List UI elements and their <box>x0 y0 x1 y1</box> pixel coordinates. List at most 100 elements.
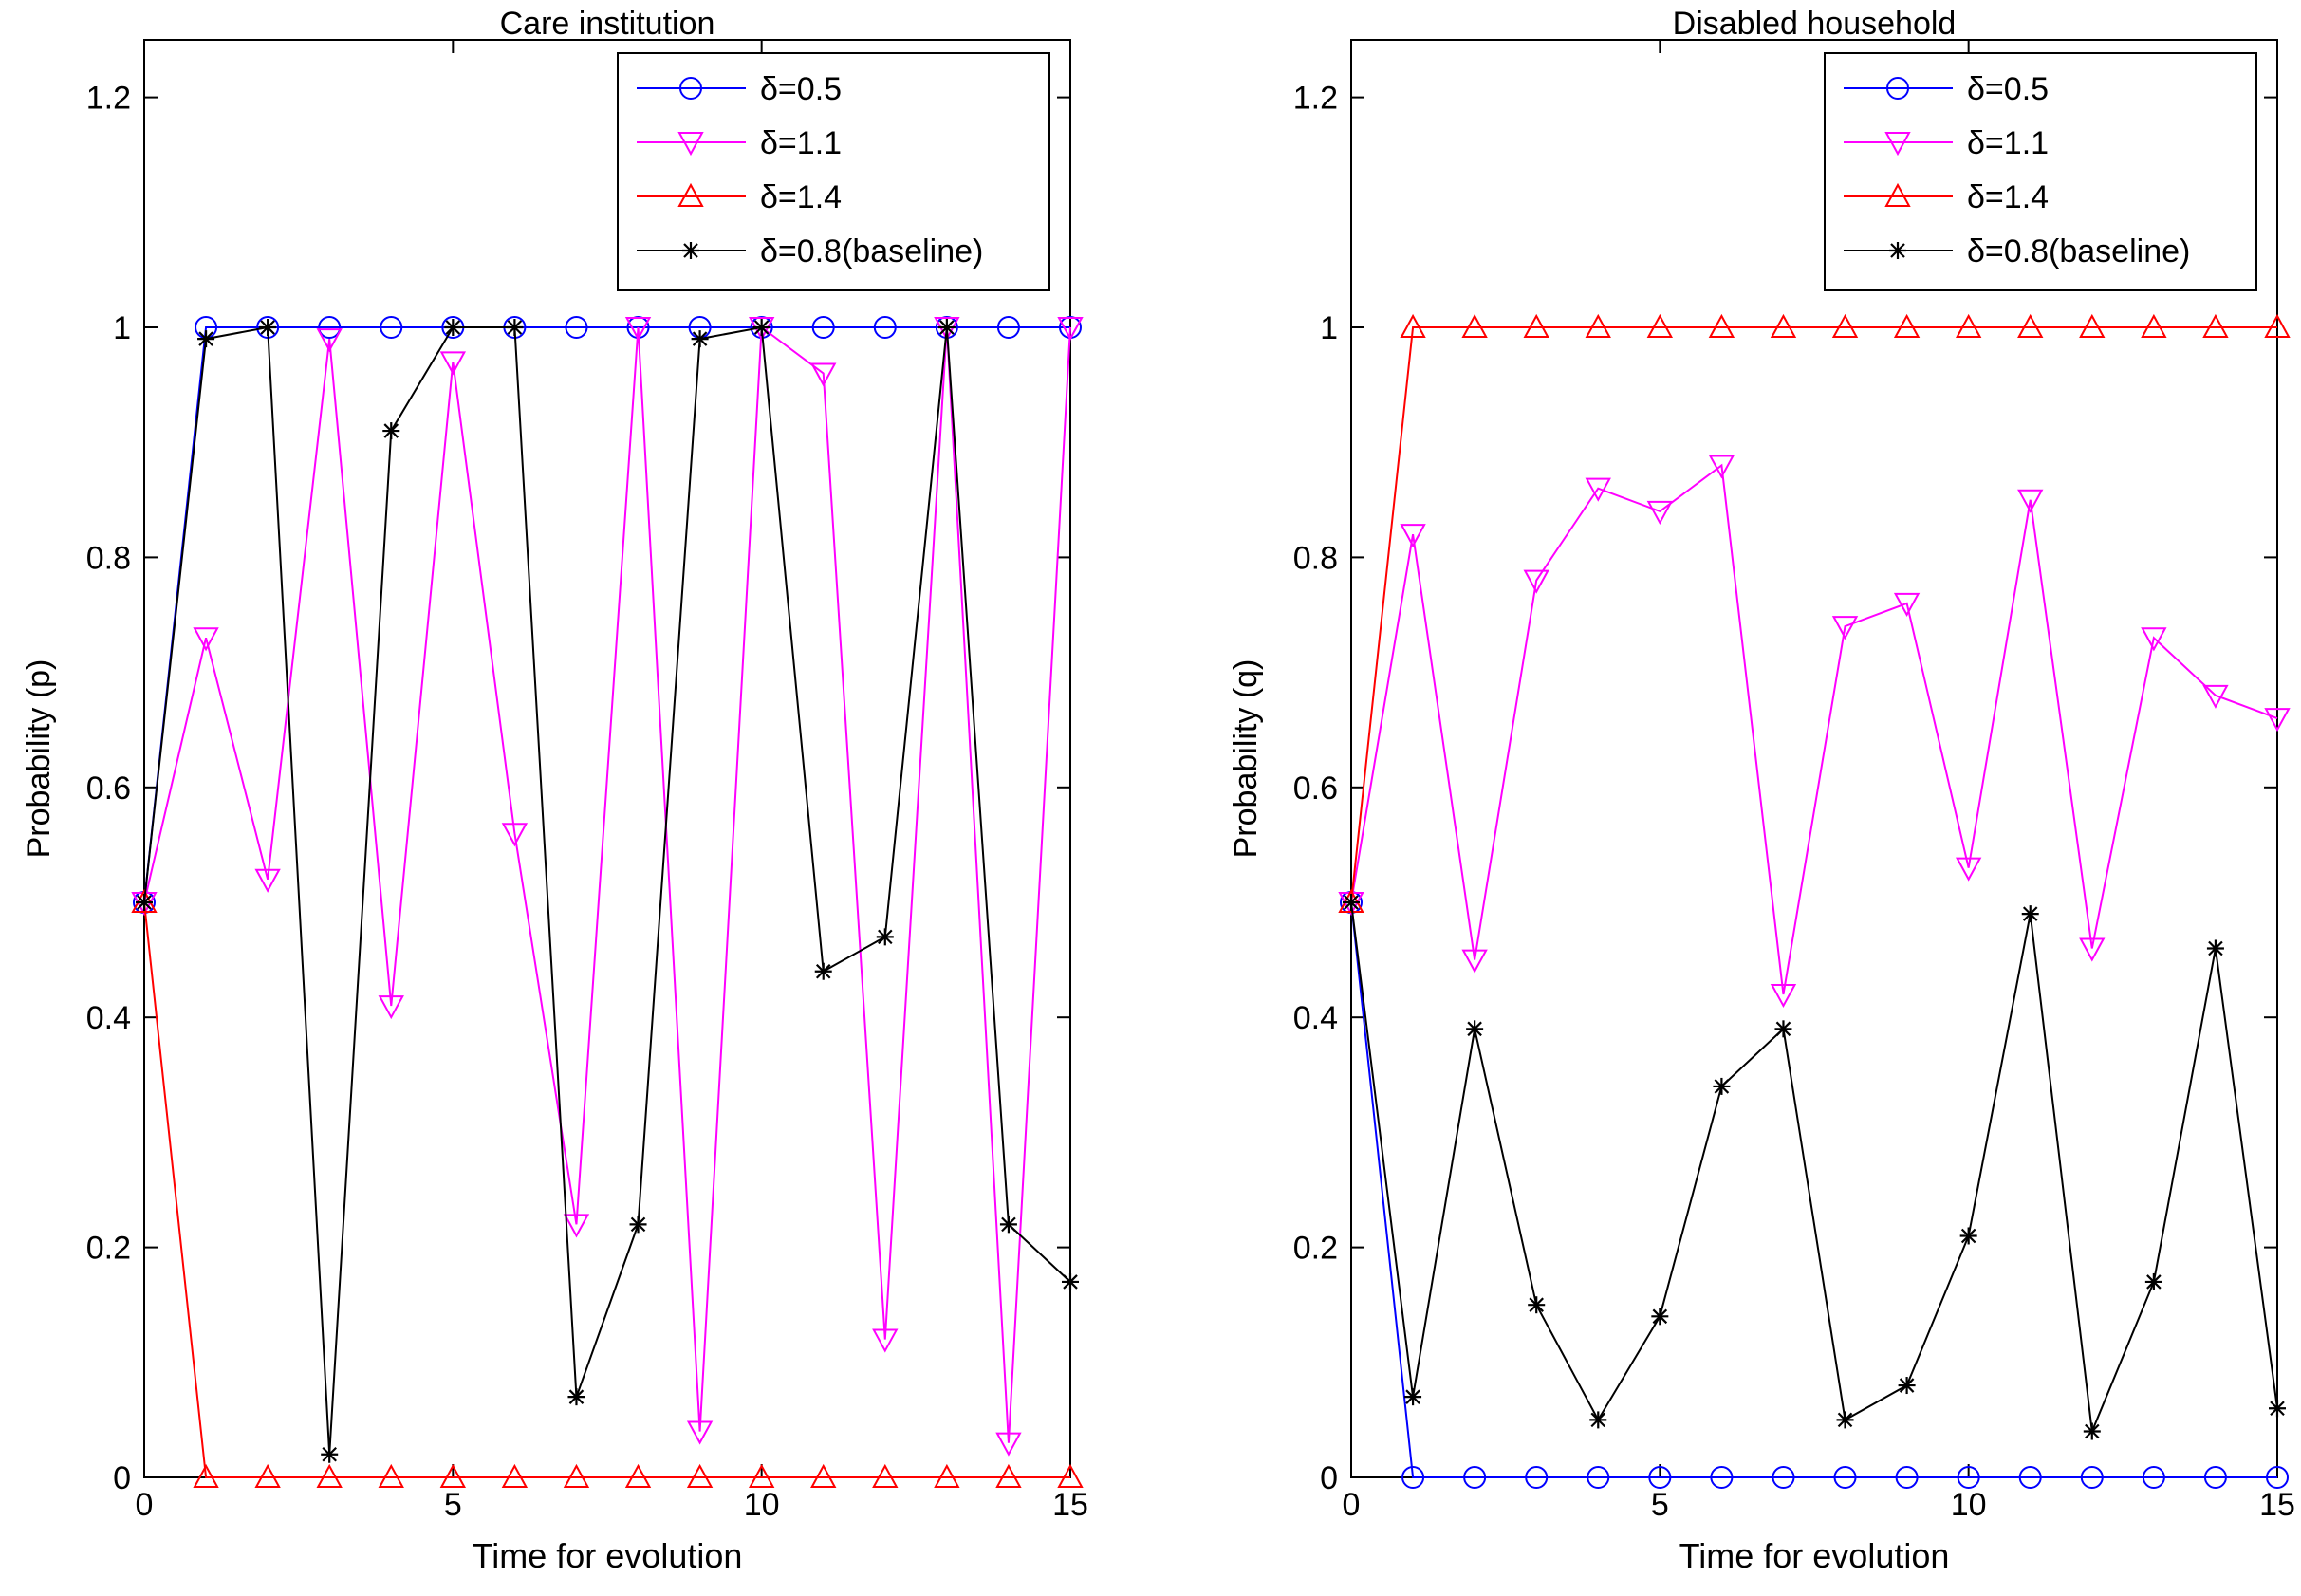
data-point-stroke <box>1899 1378 1915 1393</box>
data-point-stroke <box>1344 895 1359 910</box>
data-point <box>2079 937 2106 962</box>
data-point <box>872 1463 899 1488</box>
data-point <box>624 317 652 342</box>
data-point <box>136 894 153 911</box>
data-point-stroke <box>878 929 893 945</box>
data-point-stroke <box>1775 1021 1791 1037</box>
data-point-stroke <box>1652 1308 1668 1325</box>
series-3 <box>1338 313 2291 913</box>
data-point <box>506 319 524 336</box>
legend-label: δ=0.8(baseline) <box>760 233 983 269</box>
data-point <box>1895 1466 1919 1489</box>
legend-marker-stroke <box>683 243 698 258</box>
data-point <box>1523 569 1549 594</box>
data-point <box>380 316 403 339</box>
data-point-stroke <box>1960 1228 1976 1244</box>
data-point <box>1466 1020 1484 1038</box>
legend-item-1: δ=0.5 <box>637 71 842 107</box>
data-point <box>563 1214 590 1238</box>
data-point <box>2266 1466 2289 1489</box>
legend-marker <box>682 242 699 259</box>
y-tick-label: 0.6 <box>1293 770 1338 807</box>
data-point <box>691 330 709 348</box>
data-point <box>629 1216 647 1234</box>
legend-marker <box>677 182 704 207</box>
x-axis-label: Time for evolution <box>1679 1536 1950 1575</box>
data-point <box>686 1463 714 1488</box>
legend-item-3: δ=1.4 <box>637 179 842 215</box>
data-point <box>999 1216 1017 1234</box>
data-point <box>1898 1377 1916 1395</box>
chart-panel-1: Care institution 0 0.2 0.4 0.6 0.8 1 1.2 0 5 10 15 T… <box>21 6 1088 1575</box>
data-point <box>810 362 837 387</box>
data-point <box>1713 1077 1731 1095</box>
data-point-stroke <box>753 320 770 335</box>
data-point <box>1831 313 1859 338</box>
y-tick-label: 0.2 <box>1293 1231 1338 1267</box>
data-point-stroke <box>1590 1412 1606 1428</box>
data-point <box>872 1328 899 1353</box>
series-3 <box>131 888 1084 1488</box>
data-point <box>1833 1466 1857 1489</box>
x-tick-label: 0 <box>136 1487 154 1523</box>
series-line <box>143 901 1070 1478</box>
data-point <box>378 1463 404 1488</box>
y-tick-label: 1.2 <box>86 81 131 117</box>
data-point <box>1343 894 1360 911</box>
data-point <box>1587 1466 1610 1489</box>
data-point <box>1523 313 1549 338</box>
data-point <box>2203 1466 2227 1489</box>
y-tick-label: 0.8 <box>1293 540 1338 576</box>
data-point <box>2018 1466 2042 1489</box>
data-point-stroke <box>383 423 399 438</box>
x-tick-label: 10 <box>1951 1487 1987 1523</box>
data-point <box>2142 1466 2165 1489</box>
data-point <box>752 319 770 336</box>
data-point-stroke <box>2146 1274 2162 1290</box>
legend-item-4: δ=0.8(baseline) <box>637 233 983 269</box>
series-line <box>1350 901 2278 1436</box>
data-point <box>1774 1020 1792 1038</box>
x-tick-label: 0 <box>1343 1487 1361 1523</box>
data-point <box>1585 477 1611 502</box>
data-point <box>567 1388 585 1406</box>
x-tick-label: 5 <box>444 1487 462 1523</box>
legend-item-2: δ=1.1 <box>1844 125 2049 161</box>
data-point <box>2264 313 2291 338</box>
data-point <box>1528 1296 1546 1314</box>
data-point <box>1955 313 1982 338</box>
legend: δ=0.5 δ=1.1 δ=1.4 δ=0.8(baseline) <box>617 52 1050 291</box>
data-point <box>1708 455 1735 479</box>
data-point <box>1401 1466 1425 1489</box>
legend-label: δ=1.1 <box>1967 125 2049 161</box>
data-point-stroke <box>1529 1297 1544 1312</box>
data-point-stroke <box>1837 1412 1853 1428</box>
y-tick-label: 0.6 <box>86 770 131 807</box>
data-point <box>378 995 404 1020</box>
y-tick-label: 0.4 <box>86 1000 131 1036</box>
series-line <box>143 326 1070 903</box>
data-point <box>1461 949 1488 974</box>
data-point-stroke <box>445 320 461 335</box>
legend-marker-stroke <box>1890 243 1905 258</box>
legend-marker <box>1886 77 1909 100</box>
data-point <box>1646 500 1674 526</box>
legend-item-3: δ=1.4 <box>1844 179 2049 215</box>
data-point <box>501 1463 529 1488</box>
series-line <box>1350 326 2277 903</box>
data-point <box>937 319 956 336</box>
data-point <box>444 319 462 336</box>
data-point <box>2079 313 2106 338</box>
data-point <box>1893 592 1921 617</box>
data-point <box>1648 1466 1672 1489</box>
legend-marker <box>1884 182 1911 207</box>
data-point <box>1589 1411 1607 1429</box>
data-point <box>2080 1466 2104 1489</box>
data-point <box>1959 1227 1977 1245</box>
data-point <box>316 328 343 353</box>
data-point-stroke <box>630 1216 646 1233</box>
data-point <box>316 1463 343 1488</box>
y-tick-label: 0.4 <box>1293 1000 1338 1036</box>
data-point <box>1770 983 1797 1009</box>
